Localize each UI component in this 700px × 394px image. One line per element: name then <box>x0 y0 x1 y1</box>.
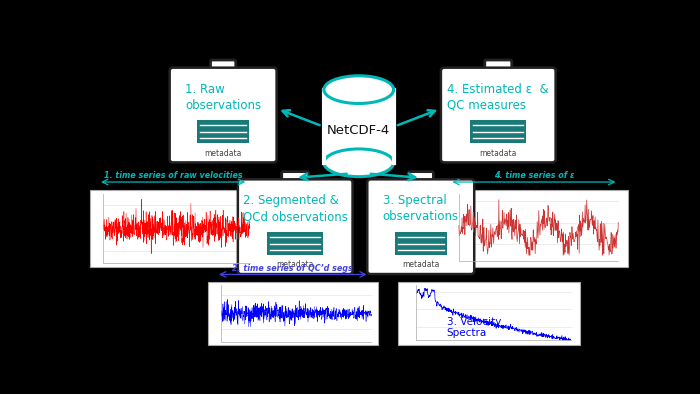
Ellipse shape <box>324 149 393 177</box>
Text: 1. Raw
observations: 1. Raw observations <box>185 83 261 112</box>
FancyBboxPatch shape <box>211 60 236 74</box>
Text: metadata: metadata <box>276 260 314 269</box>
FancyBboxPatch shape <box>238 179 353 274</box>
Text: 3. Velocity
Spectra: 3. Velocity Spectra <box>447 317 501 338</box>
FancyBboxPatch shape <box>408 172 433 186</box>
Text: metadata: metadata <box>402 260 440 269</box>
Text: metadata: metadata <box>480 149 517 158</box>
Text: 1. time series of raw velocities: 1. time series of raw velocities <box>104 171 242 180</box>
Text: 2. Segmented &
QCd observations: 2. Segmented & QCd observations <box>243 195 348 223</box>
FancyBboxPatch shape <box>208 282 378 345</box>
Text: NetCDF-4: NetCDF-4 <box>327 124 391 137</box>
FancyBboxPatch shape <box>440 190 628 267</box>
FancyBboxPatch shape <box>90 190 256 267</box>
FancyBboxPatch shape <box>324 89 393 163</box>
FancyBboxPatch shape <box>267 232 323 255</box>
Text: 4. time series of ε: 4. time series of ε <box>494 171 574 180</box>
FancyBboxPatch shape <box>197 120 249 143</box>
Text: metadata: metadata <box>204 149 241 158</box>
FancyBboxPatch shape <box>398 282 580 345</box>
FancyBboxPatch shape <box>470 120 526 143</box>
Text: 4. Estimated ε  &
QC measures: 4. Estimated ε & QC measures <box>447 83 549 112</box>
FancyBboxPatch shape <box>441 68 556 162</box>
FancyBboxPatch shape <box>281 172 309 186</box>
Text: 2. time series of QC’d segs: 2. time series of QC’d segs <box>232 264 354 273</box>
FancyBboxPatch shape <box>368 179 474 274</box>
FancyBboxPatch shape <box>169 68 276 162</box>
Text: 3. Spectral
observations: 3. Spectral observations <box>383 195 458 223</box>
FancyBboxPatch shape <box>485 60 512 74</box>
Ellipse shape <box>324 76 393 104</box>
FancyBboxPatch shape <box>395 232 447 255</box>
